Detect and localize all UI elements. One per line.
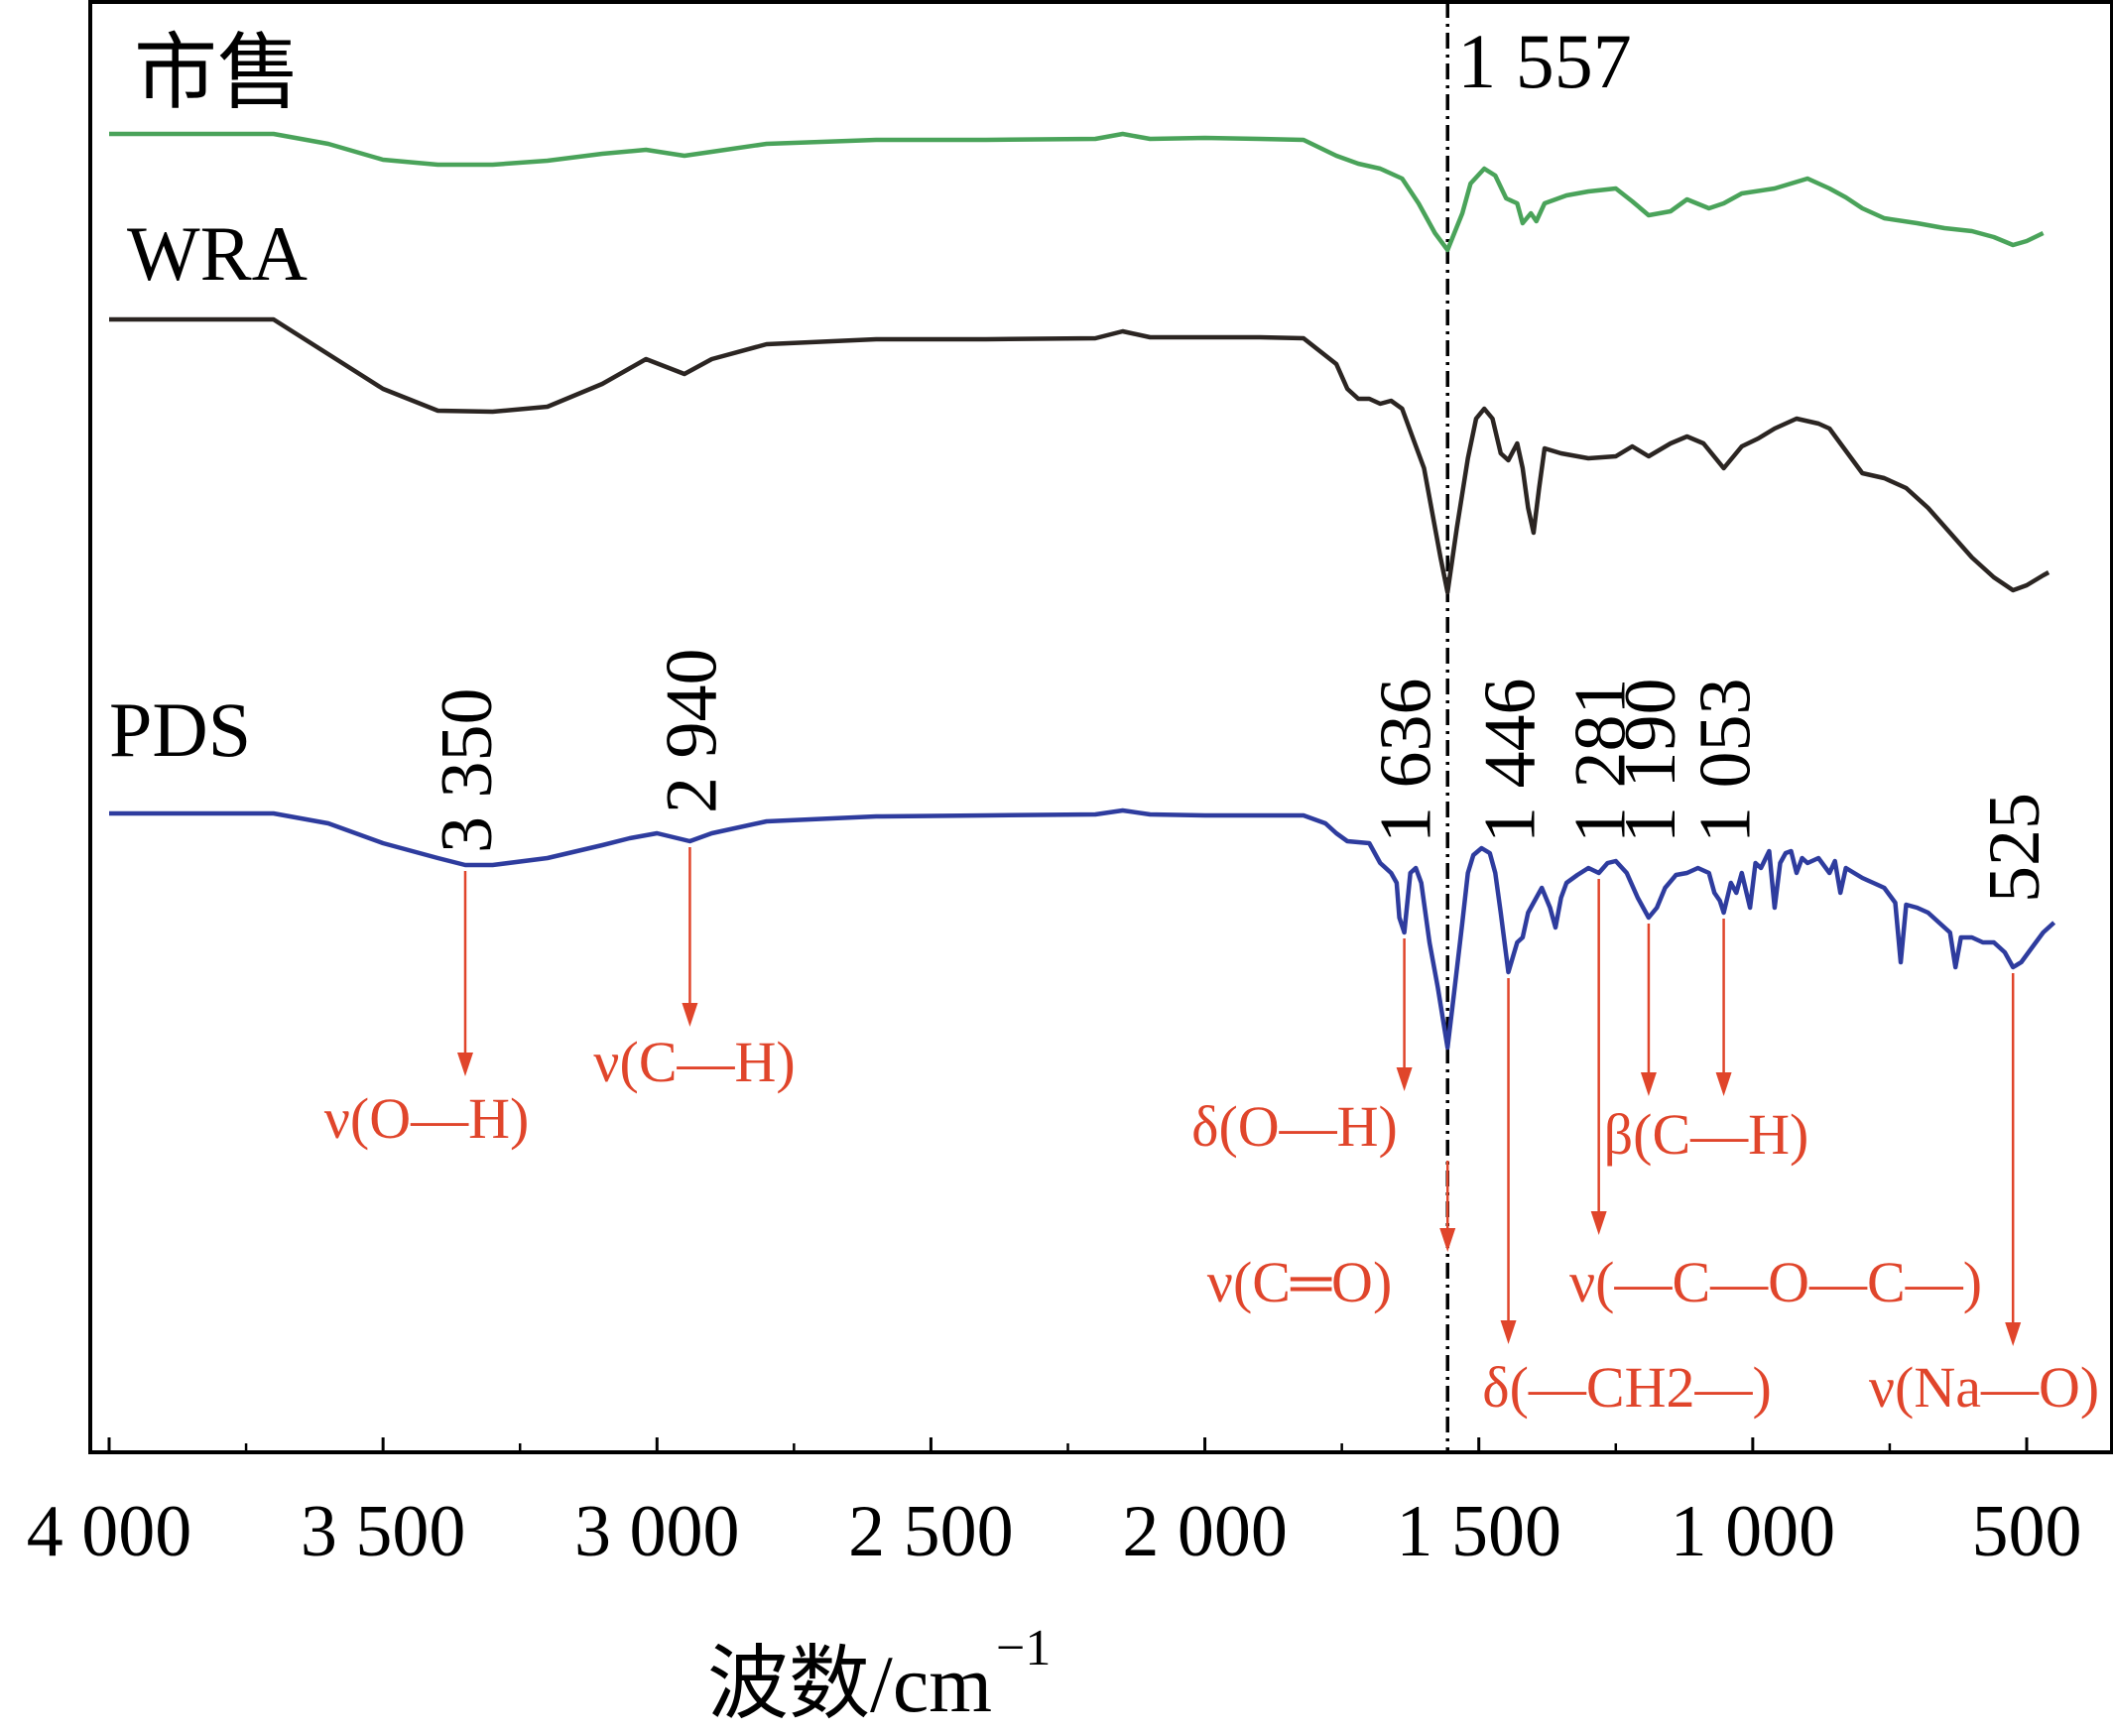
annotation-arrowhead-7 — [1715, 1072, 1732, 1096]
curve-label-1: WRA — [127, 210, 308, 297]
x-tick-label-3: 2 500 — [848, 1491, 1014, 1572]
series-line-2 — [109, 807, 2056, 1051]
x-axis-ticks: 4 000 3 500 3 000 2 500 2 000 1 500 1 000 500 — [27, 1437, 2082, 1572]
x-axis-title-superscript: −1 — [996, 1620, 1051, 1676]
assignment-label-4: δ(—CH2—) — [1482, 1355, 1772, 1420]
x-axis-title: 波数/cm — [707, 1639, 992, 1729]
x-tick-label-0: 4 000 — [27, 1491, 192, 1572]
peak-label-8: 525 — [1974, 793, 2055, 903]
assignment-label-1: ν(C—H) — [593, 1030, 795, 1094]
peak-label-6: 1 190 — [1610, 679, 1691, 844]
assignment-label-5: ν(—C—O—C—) — [1569, 1250, 1982, 1314]
annotation-arrow-layer: ν(O—H) ν(C—H) δ(O—H) ν(C═O) δ(—CH2—) ν(—C—O—C… — [324, 847, 2099, 1420]
x-tick-label-7: 500 — [1972, 1491, 2082, 1572]
curve-label-0: 市售 — [134, 24, 301, 121]
annotation-arrowhead-1 — [682, 1003, 698, 1027]
annotation-arrowhead-6 — [1640, 1072, 1657, 1096]
peak-label-5: 1 281 — [1560, 679, 1642, 844]
assignment-label-3: ν(C═O) — [1207, 1250, 1393, 1314]
assignment-label-6: β(C—H) — [1604, 1102, 1809, 1167]
peak-label-7: 1 053 — [1685, 679, 1767, 844]
assignment-label-2: δ(O—H) — [1191, 1094, 1398, 1159]
peak-label-2: 1 636 — [1366, 679, 1447, 844]
series-line-1 — [109, 316, 2051, 595]
assignment-label-8: ν(Na—O) — [1869, 1355, 2099, 1420]
series-layer — [109, 131, 2056, 1051]
plot-frame — [88, 0, 2113, 1454]
peak-label-0: 3 350 — [427, 688, 508, 854]
peak-label-4: 1 446 — [1470, 679, 1552, 844]
x-tick-label-4: 2 000 — [1122, 1491, 1288, 1572]
series-line-0 — [109, 131, 2045, 253]
annotation-arrowhead-3 — [1439, 1228, 1456, 1252]
annotation-arrowhead-2 — [1396, 1067, 1413, 1091]
curve-label-layer: 市售 WRA PDS — [109, 24, 308, 773]
x-tick-label-1: 3 500 — [301, 1491, 466, 1572]
x-tick-label-6: 1 000 — [1671, 1491, 1836, 1572]
annotation-arrowhead-4 — [1500, 1320, 1517, 1344]
annotation-arrowhead-0 — [456, 1053, 473, 1076]
assignment-label-0: ν(O—H) — [324, 1086, 530, 1151]
reference-line-label: 1 557 — [1457, 18, 1632, 104]
x-tick-label-2: 3 000 — [574, 1491, 740, 1572]
peak-label-1: 2 940 — [651, 649, 732, 814]
x-tick-label-5: 1 500 — [1396, 1491, 1561, 1572]
annotation-arrowhead-8 — [2005, 1322, 2022, 1346]
curve-label-2: PDS — [109, 686, 251, 773]
annotation-arrowhead-5 — [1590, 1211, 1607, 1235]
